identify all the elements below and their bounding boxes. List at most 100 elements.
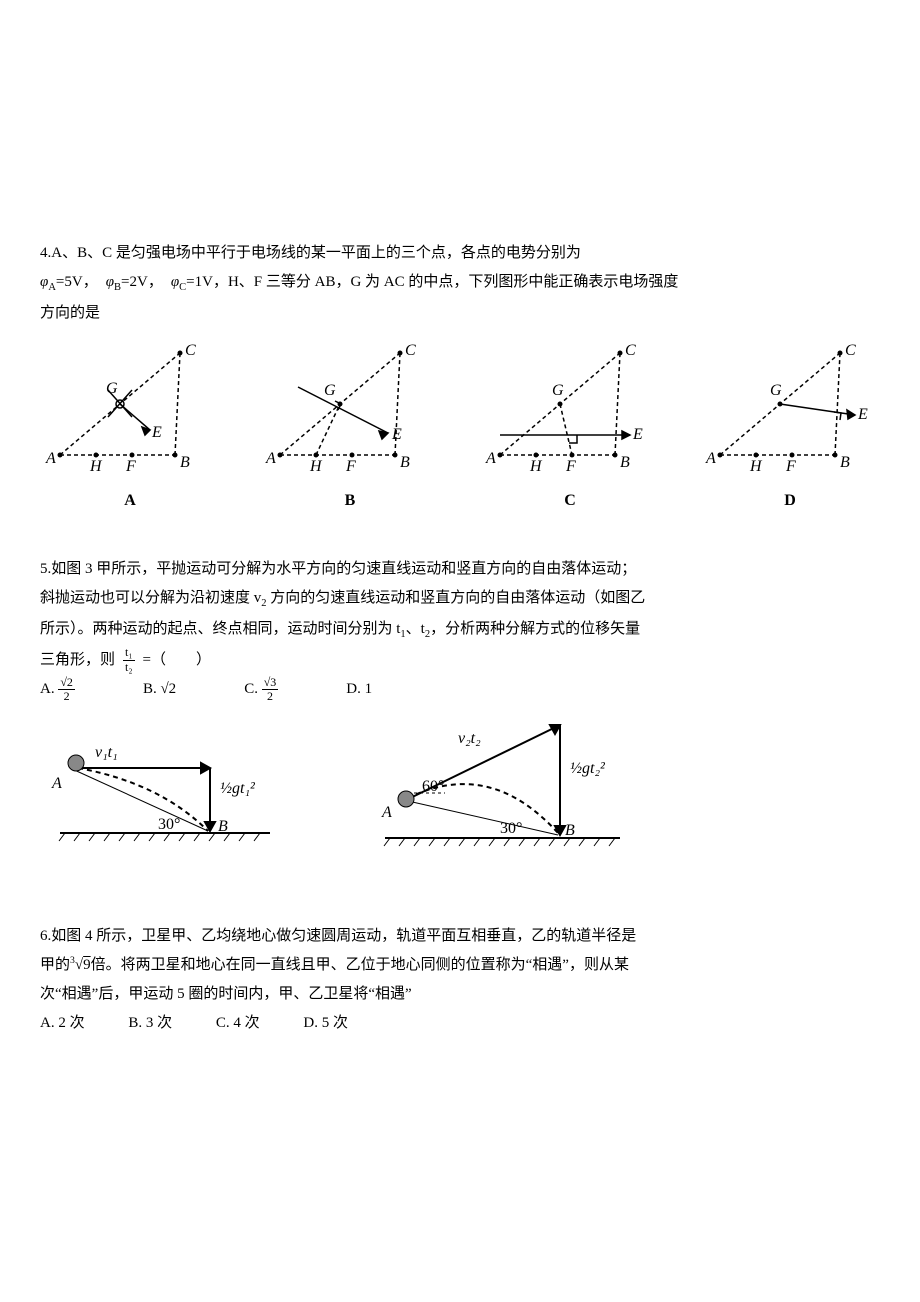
q4-diagram-B: A B C H F G E: [260, 335, 440, 485]
lbl-A: A: [265, 450, 276, 467]
q5-optA-lbl: A.: [40, 681, 55, 697]
lbl-C: C: [845, 342, 856, 359]
question-6: 6.如图 4 所示，卫星甲、乙均绕地心做匀速圆周运动，轨道平面互相垂直，乙的轨道…: [40, 923, 880, 1037]
q5-optC-num: √3: [262, 676, 279, 690]
q6-text2a: 甲的: [40, 957, 70, 973]
q4-cap-B: B: [345, 487, 356, 516]
q6-options: A. 2 次 B. 3 次 C. 4 次 D. 5 次: [40, 1010, 880, 1037]
q5-figures: v₁t₁ A ½gt₁² B 30°: [40, 713, 880, 883]
q4-cap-A: A: [124, 487, 136, 516]
lbl-half-gt1: ½gt₁²: [220, 780, 256, 797]
lbl-G: G: [770, 382, 782, 399]
lbl-B: B: [565, 822, 575, 839]
q4-diagram-D: A B C H F G E: [700, 335, 880, 485]
lbl-A: A: [381, 804, 392, 821]
q5-optB-val: √2: [160, 681, 176, 697]
lbl-half-gt2: ½gt₂²: [570, 760, 606, 777]
lbl-C: C: [625, 342, 636, 359]
q6-line2: 甲的3√9倍。将两卫星和地心在同一直线且甲、乙位于地心同侧的位置称为“相遇”，则…: [40, 952, 880, 979]
q5-number: 5.: [40, 561, 51, 577]
q5-optC-den: 2: [262, 690, 279, 703]
q5-opt-C: C. √3 2: [244, 676, 278, 703]
lbl-G: G: [552, 382, 564, 399]
lbl-A: A: [45, 450, 56, 467]
q4-fig-B: A B C H F G E B: [260, 335, 440, 516]
lbl-C: C: [405, 342, 416, 359]
lbl-v1t1: v₁t₁: [95, 744, 118, 761]
q5-optB-lbl: B.: [143, 681, 157, 697]
phiA-val: =5V，: [56, 274, 98, 290]
q4-fig-C: A B C H F G E C: [480, 335, 660, 516]
lbl-B: B: [218, 818, 228, 835]
phi-symbol: φ: [171, 274, 179, 290]
lbl-E: E: [632, 426, 643, 443]
q4-figures: A B C H F G E A: [40, 335, 880, 516]
q4-line2: φA=5V， φB=2V， φC=1V，H、F 三等分 AB，G 为 AC 的中…: [40, 269, 880, 298]
lbl-B: B: [620, 454, 630, 471]
q4-phiA: φA=5V，: [40, 269, 98, 298]
q4-fig-D: A B C H F G E D: [700, 335, 880, 516]
q5-text8: =（ ）: [143, 647, 211, 674]
q6-cbrt: 3√9: [70, 957, 91, 973]
lbl-60: 60°: [422, 778, 444, 795]
q5-frac: t₁ t₂: [123, 646, 135, 673]
lbl-A: A: [51, 775, 62, 792]
q4-line1: 4.A、B、C 是匀强电场中平行于电场线的某一平面上的三个点，各点的电势分别为: [40, 240, 880, 267]
q6-number: 6.: [40, 928, 51, 944]
q5-opt-A: A. √2 2: [40, 676, 75, 703]
q5-text2: 斜抛运动也可以分解为沿初速度 v: [40, 590, 261, 606]
q5-line1: 5.如图 3 甲所示，平抛运动可分解为水平方向的匀速直线运动和竖直方向的自由落体…: [40, 556, 880, 583]
q4-text1: A、B、C 是匀强电场中平行于电场线的某一平面上的三个点，各点的电势分别为: [51, 245, 581, 261]
q5-line4: 三角形，则 t₁ t₂ =（ ）: [40, 646, 880, 673]
lbl-F: F: [785, 458, 796, 475]
lbl-G: G: [106, 380, 118, 397]
q6-opt-C: C. 4 次: [216, 1010, 260, 1037]
q4-diagram-C: A B C H F G E: [480, 335, 660, 485]
q5-line3: 所示）。两种运动的起点、终点相同，运动时间分别为 t1、t2，分析两种分解方式的…: [40, 616, 880, 645]
lbl-30a: 30°: [158, 816, 180, 833]
lbl-A: A: [705, 450, 716, 467]
q6-text2b: 倍。将两卫星和地心在同一直线且甲、乙位于地心同侧的位置称为“相遇”，则从某: [91, 957, 629, 973]
lbl-B: B: [840, 454, 850, 471]
lbl-G: G: [324, 382, 336, 399]
q4-phiC: φC=1V，H、F 三等分 AB，G 为 AC 的中点，下列图形中能正确表示电场…: [171, 269, 679, 298]
q4-line3: 方向的是: [40, 300, 880, 327]
q5-line2: 斜抛运动也可以分解为沿初速度 v2 方向的匀速直线运动和竖直方向的自由落体运动（…: [40, 585, 880, 614]
lbl-B: B: [180, 454, 190, 471]
lbl-v2t2: v₂t₂: [458, 730, 481, 747]
question-5: 5.如图 3 甲所示，平抛运动可分解为水平方向的匀速直线运动和竖直方向的自由落体…: [40, 556, 880, 884]
lbl-H: H: [529, 458, 543, 475]
lbl-E: E: [857, 406, 868, 423]
q5-frac-den: t₂: [123, 661, 135, 674]
q5-optC-frac: √3 2: [262, 676, 279, 703]
q5-diagram-1: v₁t₁ A ½gt₁² B 30°: [40, 713, 300, 853]
lbl-H: H: [749, 458, 763, 475]
phi-symbol: φ: [106, 274, 114, 290]
lbl-F: F: [125, 458, 136, 475]
lbl-A: A: [485, 450, 496, 467]
q5-text4: 所示）。两种运动的起点、终点相同，运动时间分别为 t: [40, 621, 400, 637]
q5-frac-num: t₁: [123, 646, 135, 660]
phiB-val: =2V，: [121, 274, 163, 290]
q5-optA-den: 2: [58, 690, 75, 703]
phiA-sub: A: [48, 282, 56, 293]
q4-phiB: φB=2V，: [106, 269, 163, 298]
q5-opt-D: D. 1: [346, 676, 372, 703]
q5-options: A. √2 2 B. √2 C. √3 2 D. 1: [40, 676, 880, 703]
q6-line1: 6.如图 4 所示，卫星甲、乙均绕地心做匀速圆周运动，轨道平面互相垂直，乙的轨道…: [40, 923, 880, 950]
question-4: 4.A、B、C 是匀强电场中平行于电场线的某一平面上的三个点，各点的电势分别为 …: [40, 240, 880, 516]
q5-optA-num: √2: [58, 676, 75, 690]
q5-opt-B: B. √2: [143, 676, 176, 703]
lbl-C: C: [185, 342, 196, 359]
q5-optA-frac: √2 2: [58, 676, 75, 703]
phiC-val: =1V，H、F 三等分 AB，G 为 AC 的中点，下列图形中能正确表示电场强度: [186, 274, 678, 290]
q4-cap-D: D: [784, 487, 796, 516]
q5-optC-lbl: C.: [244, 681, 258, 697]
q5-text7: 三角形，则: [40, 647, 115, 674]
q5-text6: ，分析两种分解方式的位移矢量: [430, 621, 640, 637]
q4-cap-C: C: [564, 487, 576, 516]
lbl-E: E: [391, 426, 402, 443]
q4-number: 4.: [40, 245, 51, 261]
q6-opt-B: B. 3 次: [128, 1010, 172, 1037]
q5-diagram-2: v₂t₂ A 60° ½gt₂² B 30°: [360, 713, 650, 883]
